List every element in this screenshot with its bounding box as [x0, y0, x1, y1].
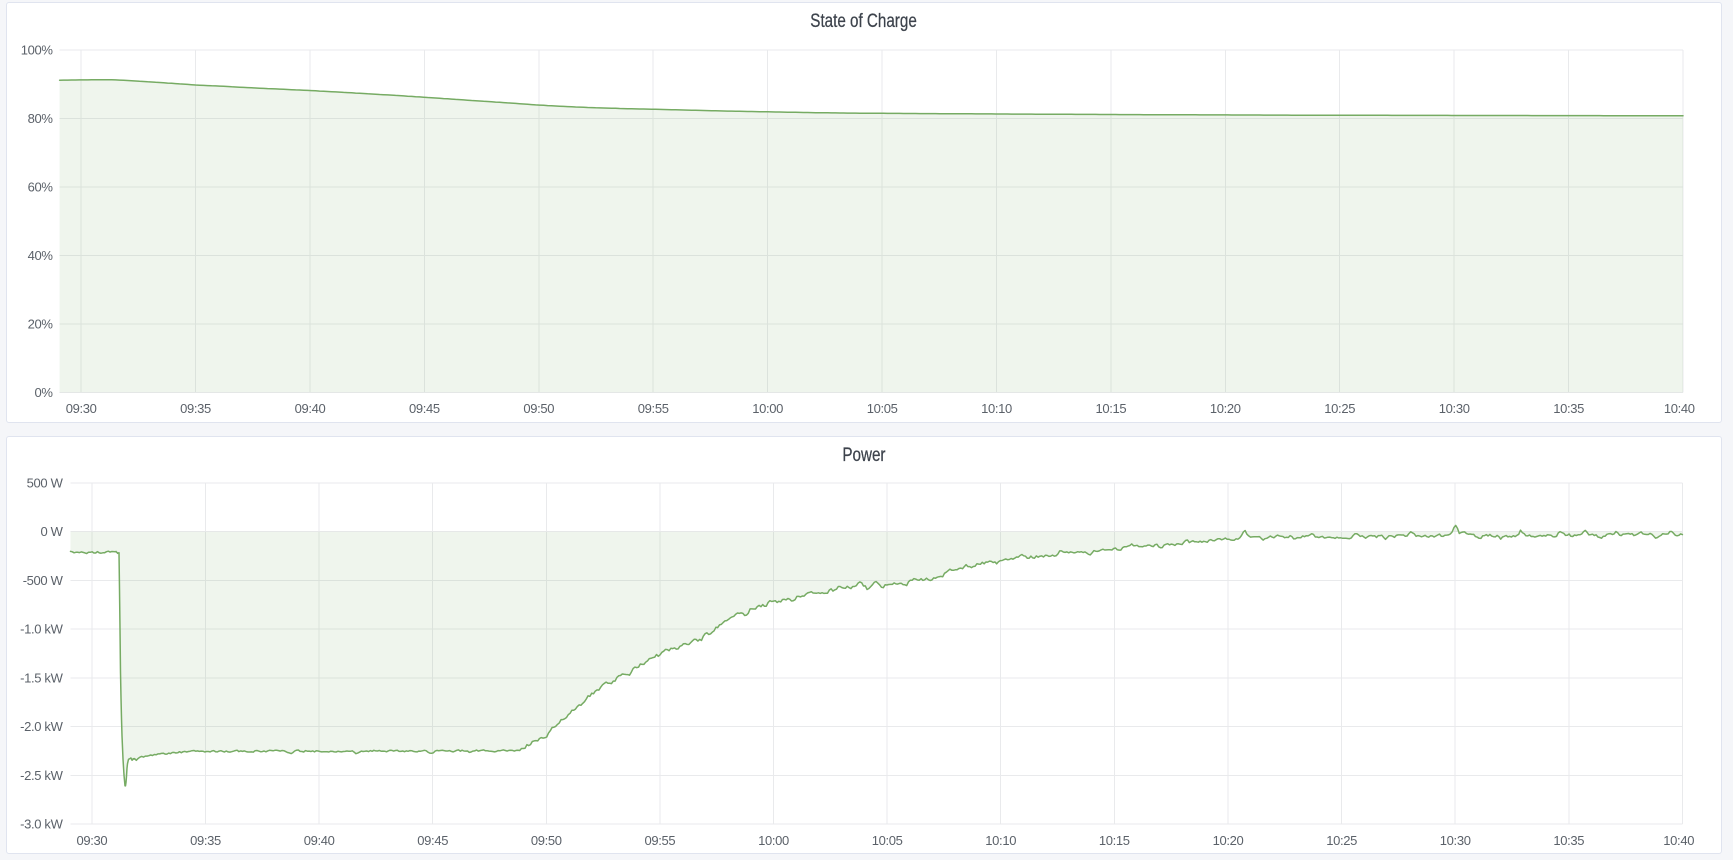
svg-text:10:15: 10:15: [1096, 401, 1127, 416]
svg-text:10:35: 10:35: [1553, 833, 1584, 848]
svg-text:09:50: 09:50: [523, 401, 554, 416]
svg-text:10:00: 10:00: [758, 833, 789, 848]
svg-text:100%: 100%: [21, 43, 54, 58]
svg-text:09:40: 09:40: [304, 833, 335, 848]
svg-text:09:55: 09:55: [638, 401, 669, 416]
svg-text:09:35: 09:35: [180, 401, 211, 416]
svg-text:-1.0 kW: -1.0 kW: [20, 622, 63, 637]
svg-text:09:35: 09:35: [190, 833, 221, 848]
svg-text:-500 W: -500 W: [23, 573, 64, 588]
svg-text:09:55: 09:55: [645, 833, 676, 848]
svg-text:0 W: 0 W: [40, 524, 63, 539]
svg-text:0%: 0%: [35, 385, 54, 400]
svg-text:10:05: 10:05: [872, 833, 903, 848]
svg-text:09:30: 09:30: [77, 833, 108, 848]
svg-text:-2.0 kW: -2.0 kW: [20, 719, 63, 734]
svg-text:60%: 60%: [28, 180, 54, 195]
svg-text:10:25: 10:25: [1324, 401, 1355, 416]
svg-text:10:30: 10:30: [1439, 401, 1470, 416]
svg-text:10:10: 10:10: [981, 401, 1012, 416]
svg-text:10:35: 10:35: [1553, 401, 1584, 416]
svg-text:40%: 40%: [28, 248, 54, 263]
svg-text:10:30: 10:30: [1440, 833, 1471, 848]
svg-text:-2.5 kW: -2.5 kW: [20, 768, 63, 783]
svg-text:10:40: 10:40: [1663, 833, 1694, 848]
svg-text:10:10: 10:10: [985, 833, 1016, 848]
svg-text:09:45: 09:45: [417, 833, 448, 848]
svg-text:10:40: 10:40: [1664, 401, 1695, 416]
svg-text:09:40: 09:40: [295, 401, 326, 416]
svg-text:09:30: 09:30: [66, 401, 97, 416]
svg-text:10:00: 10:00: [752, 401, 783, 416]
svg-text:10:20: 10:20: [1213, 833, 1244, 848]
svg-text:10:15: 10:15: [1099, 833, 1130, 848]
svg-text:10:25: 10:25: [1326, 833, 1357, 848]
svg-text:10:20: 10:20: [1210, 401, 1241, 416]
svg-text:-3.0 kW: -3.0 kW: [20, 817, 63, 832]
svg-text:-1.5 kW: -1.5 kW: [20, 670, 63, 685]
svg-text:10:05: 10:05: [867, 401, 898, 416]
svg-text:500 W: 500 W: [27, 475, 64, 490]
svg-text:09:45: 09:45: [409, 401, 440, 416]
svg-text:80%: 80%: [28, 111, 54, 126]
svg-text:20%: 20%: [28, 317, 54, 332]
svg-text:09:50: 09:50: [531, 833, 562, 848]
